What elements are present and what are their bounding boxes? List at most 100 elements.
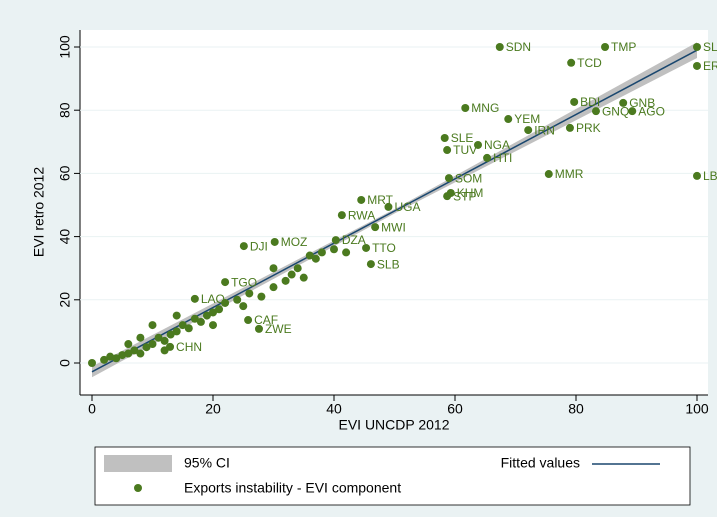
point-label: CAF — [254, 313, 278, 327]
point — [473, 140, 482, 149]
legend-label: Fitted values — [501, 455, 580, 471]
point — [239, 242, 248, 251]
legend-swatch-ci — [104, 455, 172, 472]
point — [106, 352, 115, 361]
point-label: MNG — [471, 101, 499, 115]
y-tick-label: 80 — [57, 102, 73, 118]
point — [88, 359, 96, 367]
legend-items: 95% CI Fitted values Exports instability -… — [104, 455, 660, 496]
point — [483, 153, 492, 162]
point — [172, 311, 181, 320]
point-label: SDN — [506, 40, 531, 54]
point — [160, 336, 169, 345]
point — [524, 126, 533, 135]
point-label: TMP — [611, 40, 636, 54]
point — [331, 236, 340, 245]
x-tick-label: 0 — [88, 401, 96, 417]
point — [221, 298, 230, 307]
ci-band — [92, 42, 697, 378]
point — [190, 314, 199, 323]
point — [270, 237, 279, 246]
point-label: GNQ — [602, 104, 629, 118]
point — [311, 254, 320, 263]
point — [293, 264, 302, 273]
point — [565, 123, 574, 132]
point-label: TGO — [231, 275, 257, 289]
point — [142, 343, 151, 352]
y-tick-label: 40 — [57, 229, 73, 245]
point — [160, 346, 169, 355]
point — [601, 43, 610, 51]
point — [495, 43, 504, 51]
point — [619, 98, 628, 107]
point — [154, 333, 163, 342]
legend-swatch-point — [134, 484, 142, 492]
point-label: KHM — [457, 186, 484, 200]
point-label: ZWE — [265, 322, 292, 336]
point — [148, 321, 157, 330]
y-tick-label: 60 — [57, 165, 73, 181]
x-tick-label: 40 — [326, 401, 342, 417]
point — [118, 351, 127, 360]
point — [504, 115, 513, 124]
legend — [94, 446, 691, 506]
point-label: UGA — [394, 200, 420, 214]
point — [693, 171, 701, 180]
point — [233, 295, 242, 304]
point — [362, 243, 371, 252]
point — [254, 324, 263, 333]
point — [287, 270, 296, 279]
point-label: HTI — [493, 151, 512, 165]
point — [443, 146, 452, 155]
point — [444, 174, 453, 183]
point-label: SLB — [377, 257, 400, 271]
y-tick-label: 20 — [57, 292, 73, 308]
x-tick-label: 80 — [568, 401, 584, 417]
y-tick-label: 0 — [57, 359, 73, 367]
point — [244, 316, 253, 325]
point — [166, 330, 175, 339]
point — [148, 340, 157, 349]
y-axis-title: EVI retro 2012 — [31, 167, 47, 257]
point — [366, 260, 375, 269]
point-label: DZA — [342, 233, 366, 247]
point-label: TUV — [453, 143, 477, 157]
point — [269, 264, 278, 273]
point — [544, 170, 553, 179]
point-label: MOZ — [281, 235, 308, 249]
point — [570, 97, 579, 106]
point — [384, 202, 393, 211]
point — [209, 321, 217, 330]
point — [178, 321, 187, 330]
point — [202, 311, 211, 320]
point — [317, 248, 326, 257]
legend-label: 95% CI — [184, 455, 230, 471]
point-label: STP — [453, 189, 476, 203]
point — [330, 245, 338, 254]
point — [591, 107, 600, 116]
x-tick-label: 60 — [447, 401, 463, 417]
point-label: SOM — [455, 171, 482, 185]
point — [112, 354, 121, 363]
legend-label: Exports instability - EVI component — [184, 480, 401, 496]
point — [693, 61, 701, 70]
point — [371, 223, 380, 232]
point — [209, 308, 217, 317]
point-label: SL — [703, 40, 717, 54]
point — [245, 289, 254, 298]
point — [221, 278, 230, 287]
point — [440, 134, 449, 143]
point — [269, 283, 278, 292]
point-label: RWA — [348, 208, 375, 222]
point-label: LAO — [201, 292, 225, 306]
point — [124, 340, 133, 349]
point-label: CHN — [176, 340, 202, 354]
point — [693, 43, 701, 51]
point — [443, 192, 452, 201]
point-label: NGA — [484, 138, 510, 152]
point — [239, 302, 248, 311]
x-tick-label: 100 — [685, 401, 709, 417]
point-label: IRN — [534, 123, 555, 137]
